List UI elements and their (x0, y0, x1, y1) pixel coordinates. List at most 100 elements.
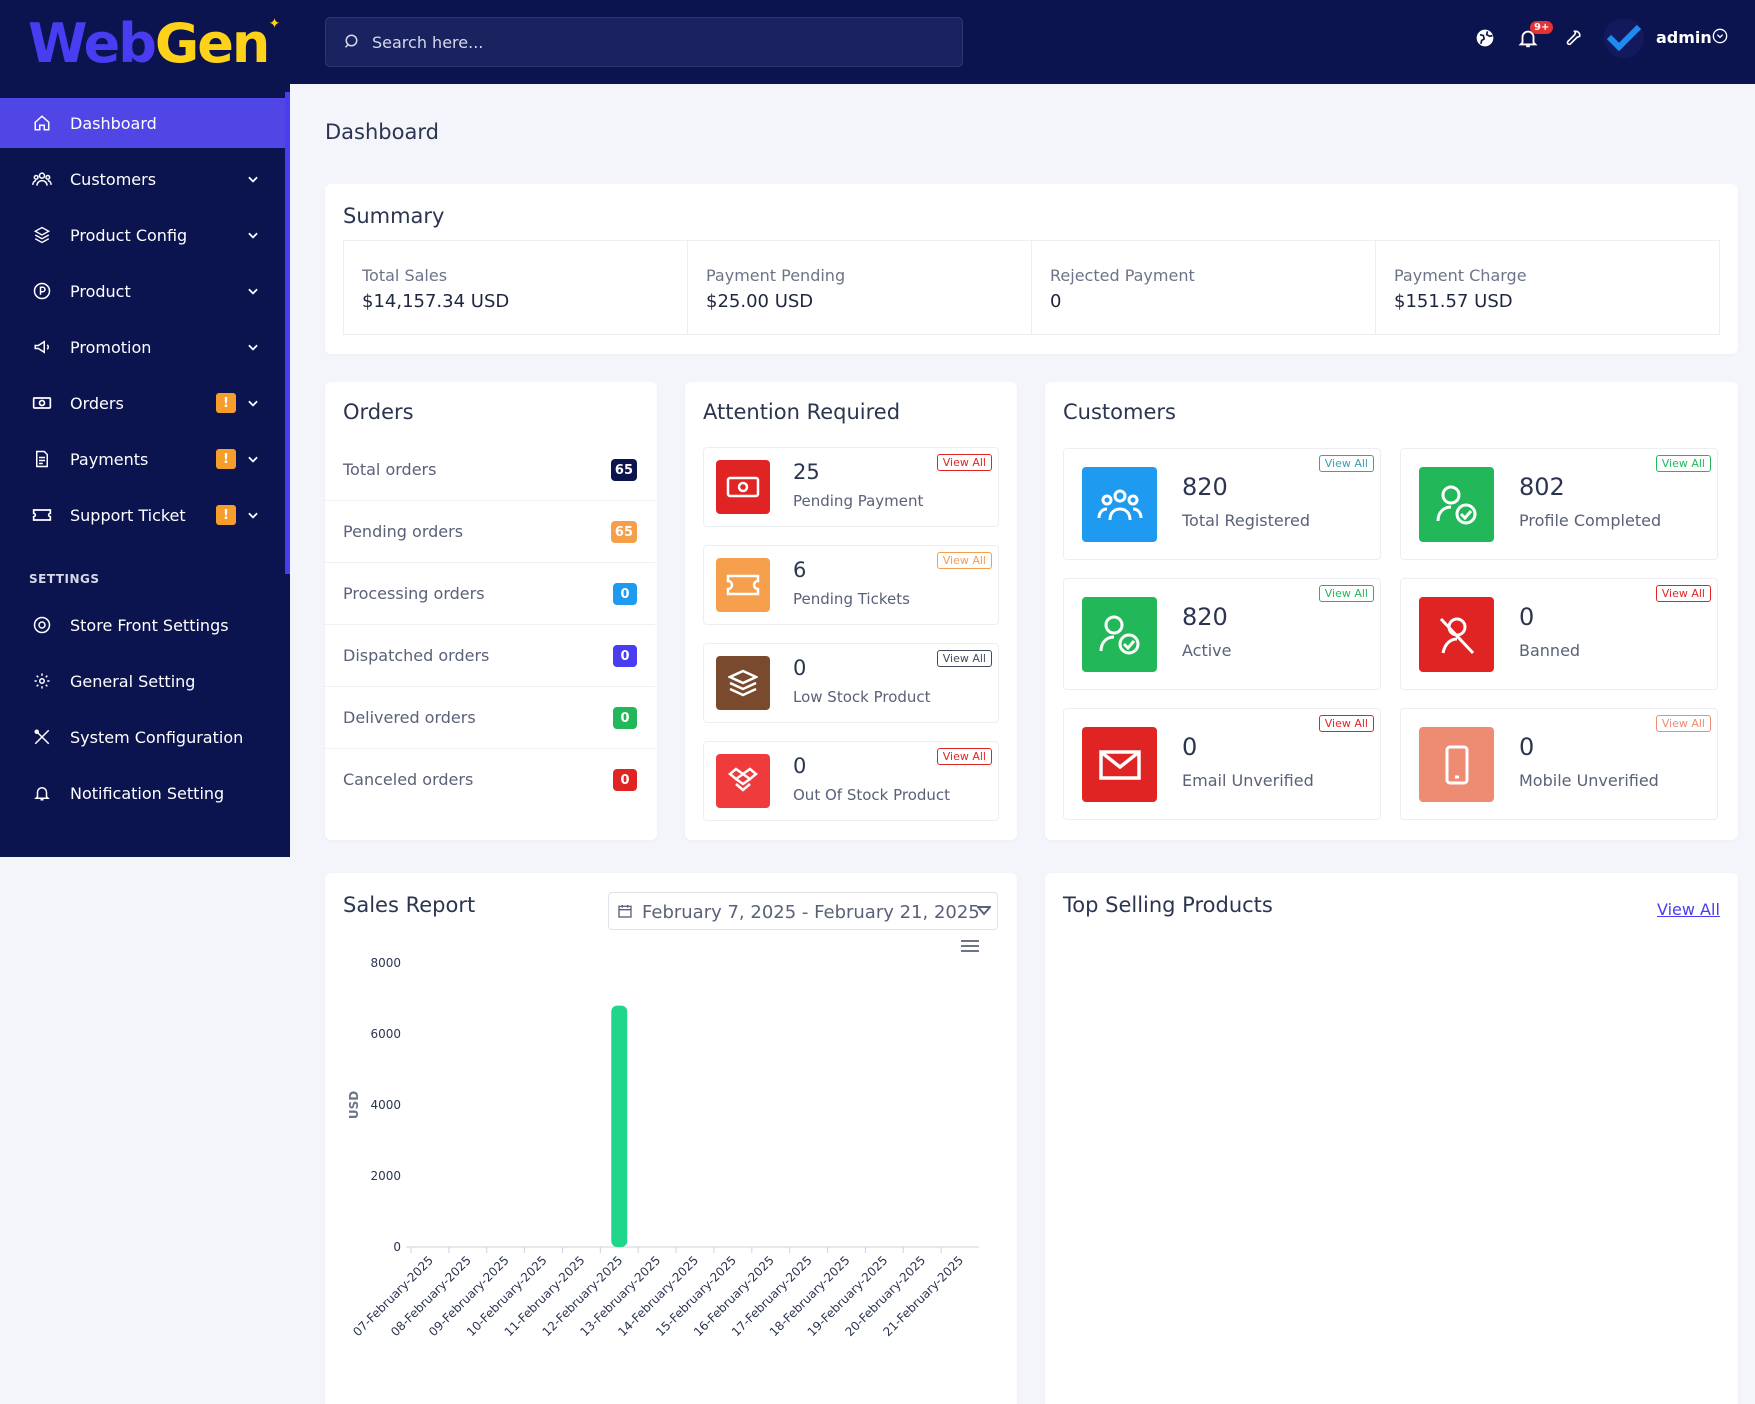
logo-sparkle-icon: ✦ (268, 16, 281, 32)
search-input[interactable] (372, 32, 932, 52)
view-all-button[interactable]: View All (1318, 455, 1374, 472)
order-row-canceled[interactable]: Canceled orders 0 (325, 749, 655, 811)
money-icon (716, 460, 770, 514)
customers-title: Customers (1063, 400, 1176, 424)
sidebar-item-dashboard[interactable]: Dashboard (0, 98, 285, 148)
sidebar-scrollbar[interactable] (285, 92, 290, 574)
sidebar-item-orders[interactable]: Orders ! (0, 378, 285, 428)
customer-stat-active[interactable]: 820 Active View All (1063, 578, 1381, 690)
summary-value: $25.00 USD (706, 291, 814, 312)
sidebar-item-customers[interactable]: Customers (0, 154, 285, 204)
order-row-label: Canceled orders (343, 770, 474, 789)
view-all-button[interactable]: View All (936, 454, 992, 471)
sidebar-item-notification-setting[interactable]: Notification Setting (0, 768, 285, 818)
attention-label: Pending Tickets (793, 590, 910, 608)
date-range-picker[interactable]: February 7, 2025 - February 21, 2025 (608, 892, 998, 930)
attention-item-low-stock[interactable]: 0 Low Stock Product View All (703, 643, 999, 723)
view-all-button[interactable]: View All (1655, 455, 1711, 472)
chevron-down-icon (246, 395, 260, 414)
summary-payment-charge: Payment Charge $151.57 USD (1375, 240, 1720, 335)
order-row-delivered[interactable]: Delivered orders 0 (325, 687, 655, 749)
sidebar-item-general-setting[interactable]: General Setting (0, 656, 285, 706)
top-selling-card (1045, 873, 1738, 1404)
order-row-total[interactable]: Total orders 65 (325, 439, 655, 501)
customer-stat-email-unverified[interactable]: 0 Email Unverified View All (1063, 708, 1381, 820)
users-group-icon (1082, 467, 1157, 542)
sidebar-item-store-front-settings[interactable]: Store Front Settings (0, 600, 285, 650)
order-count-badge: 0 (613, 645, 637, 667)
sidebar-item-label: General Setting (70, 671, 196, 691)
sidebar-item-payments[interactable]: Payments ! (0, 434, 285, 484)
customer-stat-banned[interactable]: 0 Banned View All (1400, 578, 1718, 690)
avatar[interactable] (1604, 18, 1644, 58)
search-box[interactable] (325, 17, 963, 67)
sidebar-item-promotion[interactable]: Promotion (0, 322, 285, 372)
customer-stat-profile-completed[interactable]: 802 Profile Completed View All (1400, 448, 1718, 560)
order-count-badge: 0 (613, 707, 637, 729)
summary-label: Payment Charge (1394, 266, 1527, 285)
customer-count: 0 (1182, 733, 1198, 761)
globe-icon[interactable] (1473, 26, 1497, 50)
view-all-button[interactable]: View All (1655, 715, 1711, 732)
top-selling-view-all-link[interactable]: View All (1657, 900, 1720, 919)
alert-badge: ! (216, 449, 236, 469)
search-icon (344, 33, 362, 51)
brand-logo[interactable]: Web Gen ✦ (28, 8, 280, 78)
attention-item-pending-payment[interactable]: 25 Pending Payment View All (703, 447, 999, 527)
customer-stat-mobile-unverified[interactable]: 0 Mobile Unverified View All (1400, 708, 1718, 820)
view-all-button[interactable]: View All (936, 748, 992, 765)
attention-item-out-of-stock[interactable]: 0 Out Of Stock Product View All (703, 741, 999, 821)
brand-part2: Gen (154, 11, 270, 75)
caret-down-icon (977, 905, 991, 917)
user-name[interactable]: admin (1656, 28, 1712, 47)
sidebar-item-product-config[interactable]: Product Config (0, 210, 285, 260)
mobile-icon (1419, 727, 1494, 802)
order-row-processing[interactable]: Processing orders 0 (325, 563, 655, 625)
summary-label: Payment Pending (706, 266, 846, 285)
sidebar-item-label: System Configuration (70, 727, 244, 747)
order-row-pending[interactable]: Pending orders 65 (325, 501, 655, 563)
lifebuoy-icon (32, 615, 52, 635)
sidebar-item-product[interactable]: Product (0, 266, 285, 316)
attention-item-pending-tickets[interactable]: 6 Pending Tickets View All (703, 545, 999, 625)
order-row-label: Dispatched orders (343, 646, 490, 665)
chart-menu-icon[interactable] (960, 938, 980, 954)
summary-rejected-payment: Rejected Payment 0 (1031, 240, 1376, 335)
customer-count: 820 (1182, 603, 1228, 631)
invoice-icon (32, 449, 52, 469)
sidebar-item-support-ticket[interactable]: Support Ticket ! (0, 490, 285, 540)
sidebar-item-label: Product Config (70, 225, 188, 245)
chevron-down-circle-icon[interactable] (1712, 28, 1728, 48)
dropbox-icon (716, 754, 770, 808)
wrench-icon[interactable] (1561, 26, 1585, 50)
y-tick-label: 2000 (370, 1169, 401, 1183)
cubes-icon (32, 225, 52, 245)
customer-stat-total-registered[interactable]: 820 Total Registered View All (1063, 448, 1381, 560)
notification-bell-icon[interactable] (1516, 26, 1540, 50)
sidebar-item-system-configuration[interactable]: System Configuration (0, 712, 285, 762)
summary-total-sales: Total Sales $14,157.34 USD (343, 240, 688, 335)
layers-icon (716, 656, 770, 710)
customer-label: Mobile Unverified (1519, 771, 1659, 790)
order-count-badge: 0 (613, 769, 637, 791)
sales-report-card (325, 873, 1017, 1404)
sidebar-item-label: Product (70, 281, 131, 301)
view-all-button[interactable]: View All (1655, 585, 1711, 602)
gear-icon (32, 671, 52, 691)
top-selling-title: Top Selling Products (1063, 893, 1273, 917)
view-all-button[interactable]: View All (1318, 715, 1374, 732)
order-row-label: Delivered orders (343, 708, 476, 727)
summary-label: Total Sales (362, 266, 448, 285)
order-row-dispatched[interactable]: Dispatched orders 0 (325, 625, 655, 687)
page-title: Dashboard (325, 120, 439, 144)
view-all-button[interactable]: View All (936, 650, 992, 667)
y-tick-label: 6000 (370, 1027, 401, 1041)
attention-count: 0 (793, 656, 807, 680)
view-all-button[interactable]: View All (1318, 585, 1374, 602)
banned-user-icon (1419, 597, 1494, 672)
bell-icon (32, 783, 52, 803)
top-bar (290, 0, 1755, 84)
view-all-button[interactable]: View All (936, 552, 992, 569)
chevron-down-icon (246, 171, 260, 190)
attention-label: Low Stock Product (793, 688, 931, 706)
